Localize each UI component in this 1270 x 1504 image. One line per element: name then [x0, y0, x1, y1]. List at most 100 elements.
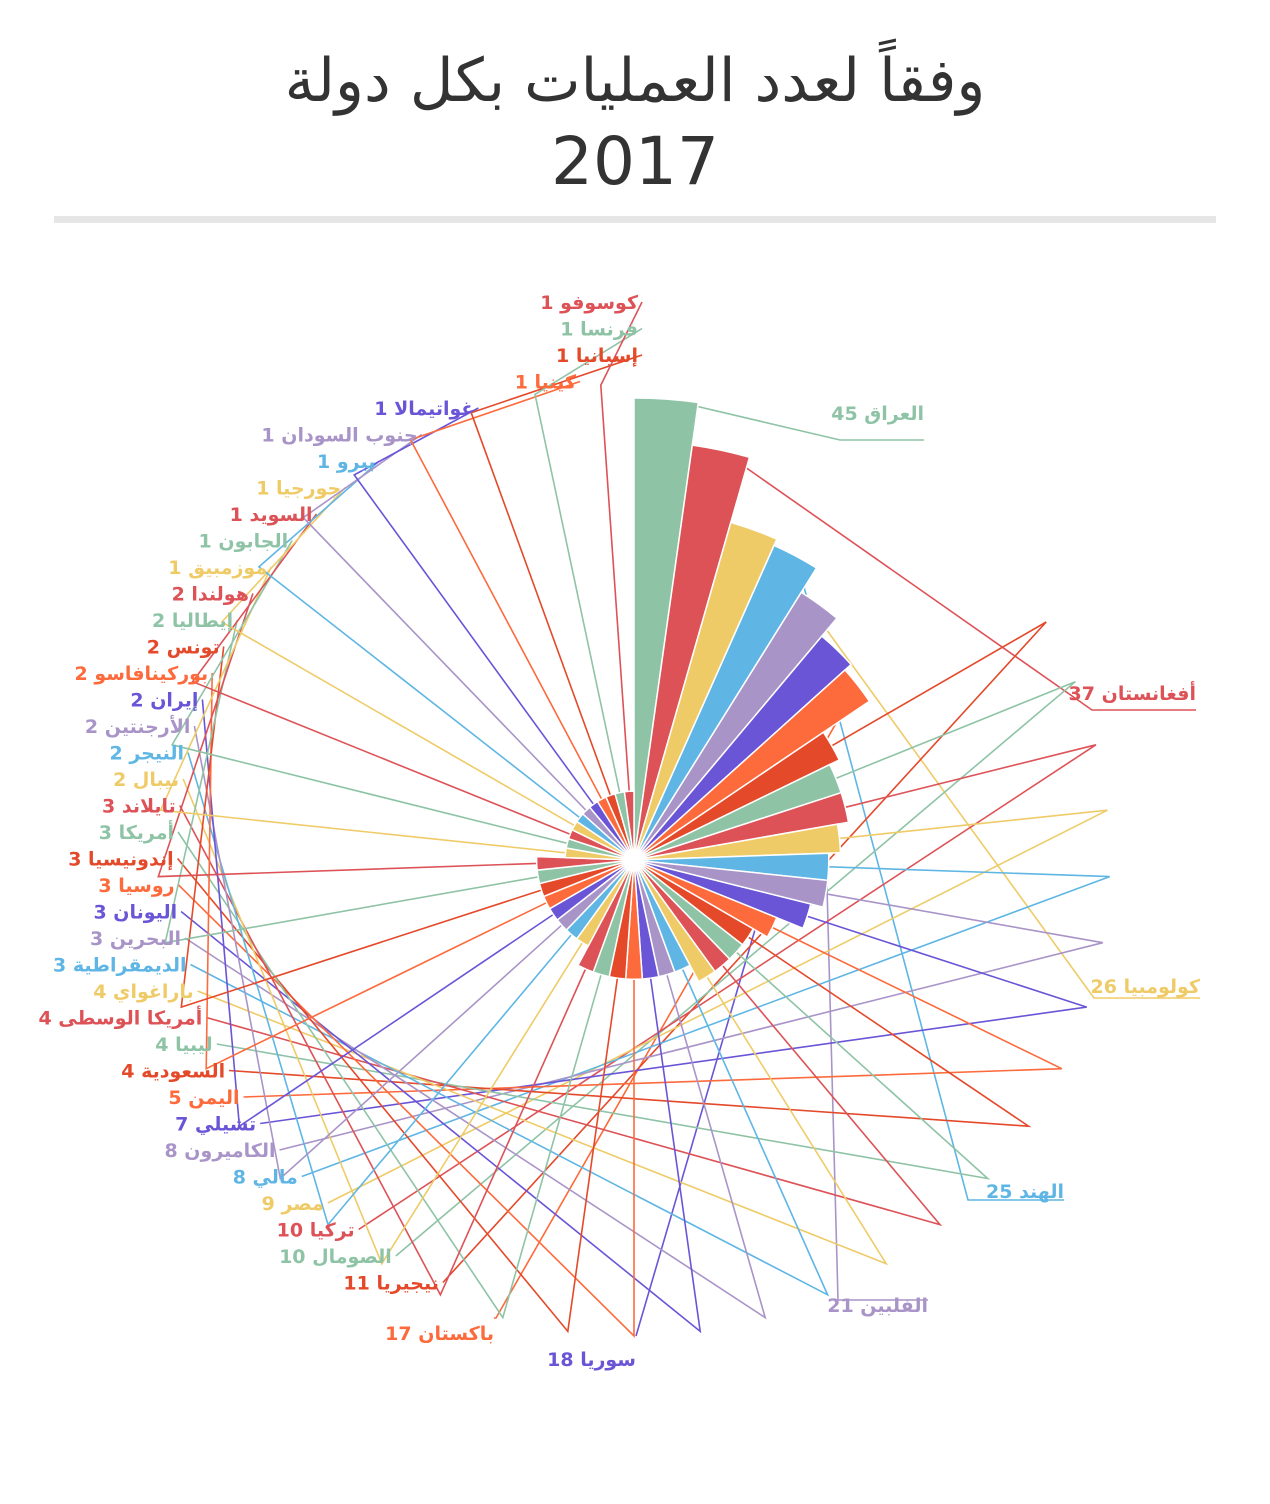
leader-line-33	[157, 593, 537, 878]
slice-6[interactable]	[633, 668, 871, 861]
slice-10[interactable]	[633, 823, 842, 861]
slice-label-31: تونس 2	[147, 637, 220, 659]
slice-label-29: إيران 2	[130, 690, 198, 712]
leader-line-1	[720, 449, 1196, 711]
slice-label-33: هولندا 2	[172, 584, 249, 606]
slice-label-11: مالي 8	[233, 1167, 298, 1189]
leader-line-2	[753, 529, 1200, 999]
slice-5[interactable]	[633, 635, 853, 861]
slice-label-5: سوريا 18	[547, 1349, 636, 1371]
leader-line-16	[216, 951, 991, 1180]
slice-label-14: اليمن 5	[168, 1087, 239, 1109]
slice-label-23: إندونيسيا 3	[68, 849, 173, 871]
slice-label-6: باكستان 17	[385, 1323, 494, 1345]
slice-18[interactable]	[633, 859, 717, 983]
slice-label-27: النيجر 2	[109, 743, 184, 765]
leader-line-37	[220, 486, 575, 827]
slice-label-36: السويد 1	[230, 504, 313, 526]
slice-label-9: تركيا 10	[277, 1220, 355, 1242]
slice-label-4: الفلبين 21	[827, 1295, 928, 1317]
slice-label-0: العراق 45	[831, 403, 924, 425]
chart-slices	[535, 397, 871, 983]
slice-label-28: الأرجنتين 2	[85, 715, 191, 738]
slice-label-19: الديمقراطية 3	[53, 955, 187, 977]
leader-line-30	[205, 672, 547, 1070]
leader-line-7	[442, 621, 1047, 1284]
leader-line-13	[260, 915, 1087, 1125]
slice-label-2: كولومبيا 26	[1091, 976, 1201, 998]
slice-label-1: أفغانستان 37	[1069, 681, 1196, 705]
leader-line-43	[534, 327, 643, 793]
chart-title-line2: 2017	[551, 123, 719, 200]
leader-line-0	[666, 398, 924, 441]
chart-labels: العراق 45 أفغانستان 37 كولومبيا 26 الهند 25…	[38, 292, 1200, 1371]
leader-line-26	[182, 778, 584, 1266]
leader-line-35	[170, 540, 568, 845]
leader-line-38	[257, 460, 581, 819]
leader-line-14	[243, 926, 1063, 1098]
leader-line-20	[184, 937, 767, 1320]
leader-line-40	[353, 407, 595, 805]
leader-line-36	[191, 513, 571, 835]
slice-label-18: باراغواي 4	[93, 981, 193, 1004]
leader-line-21	[180, 910, 702, 1334]
leader-line-29	[201, 699, 554, 1128]
leader-line-44	[599, 301, 643, 792]
leader-line-42	[470, 354, 643, 796]
slice-1[interactable]	[633, 444, 751, 861]
slice-44[interactable]	[623, 790, 635, 861]
slice-2[interactable]	[633, 521, 778, 861]
leader-line-27	[187, 752, 573, 1227]
slice-label-16: ليبيا 4	[155, 1034, 212, 1056]
slice-label-35: الجابون 1	[199, 531, 289, 553]
title-divider	[54, 216, 1216, 223]
slice-label-24: أمريكا 3	[99, 820, 174, 844]
chart-title: وفقاً لعدد العمليات بكل دولة 2017	[0, 40, 1270, 202]
leader-line-23	[176, 857, 619, 1334]
slice-label-43: فرنسا 1	[560, 319, 638, 341]
leader-line-22	[178, 884, 635, 1338]
leader-line-12	[279, 893, 1103, 1151]
slice-label-15: السعودية 4	[121, 1061, 225, 1083]
slice-label-7: نيجيريا 11	[343, 1273, 439, 1295]
slice-label-37: جورجيا 1	[256, 478, 341, 500]
slice-label-30: بوركينافاسو 2	[74, 663, 208, 685]
leader-line-34	[159, 566, 566, 854]
slice-9[interactable]	[633, 791, 850, 861]
slice-label-13: تشيلي 7	[175, 1114, 256, 1136]
slice-14[interactable]	[633, 859, 778, 939]
slice-3[interactable]	[633, 544, 818, 861]
slice-label-3: الهند 25	[986, 1181, 1064, 1203]
slice-label-17: أمريكا الوسطى 4	[38, 1006, 202, 1030]
slice-label-20: البحرين 3	[90, 928, 181, 950]
slice-label-39: جنوب السودان 1	[261, 425, 417, 447]
leader-line-18	[197, 976, 889, 1266]
leader-line-28	[193, 725, 563, 1181]
leader-line-17	[206, 964, 943, 1227]
slice-label-21: اليونان 3	[93, 902, 177, 924]
slice-label-25: تايلاند 3	[102, 796, 176, 818]
slice-label-10: مصر 9	[262, 1193, 324, 1215]
leader-line-19	[190, 963, 830, 1297]
leader-line-25	[179, 805, 587, 1297]
slice-label-22: روسيا 3	[98, 875, 174, 897]
slice-33[interactable]	[535, 855, 635, 872]
slice-label-38: بيرو 1	[317, 451, 375, 473]
slice-label-32: إيطاليا 2	[152, 610, 233, 632]
slice-label-26: نيبال 2	[113, 769, 179, 791]
leader-line-8	[395, 680, 1076, 1257]
slice-7[interactable]	[633, 731, 841, 861]
slice-label-8: الصومال 10	[279, 1246, 392, 1268]
leader-line-15	[229, 936, 1032, 1128]
slice-4[interactable]	[633, 591, 838, 861]
slice-label-42: إسبانيا 1	[556, 345, 638, 367]
slice-label-34: موزمبيق 1	[168, 557, 267, 579]
slice-label-40: غواتيمالا 1	[374, 398, 474, 420]
slice-25[interactable]	[576, 859, 635, 974]
leader-line-31	[180, 646, 542, 1009]
slice-label-44: كوسوفو 1	[540, 292, 639, 314]
leader-line-24	[177, 831, 602, 1320]
slice-label-12: الكاميرون 8	[164, 1140, 275, 1162]
slice-label-41: كينيا 1	[515, 372, 577, 394]
